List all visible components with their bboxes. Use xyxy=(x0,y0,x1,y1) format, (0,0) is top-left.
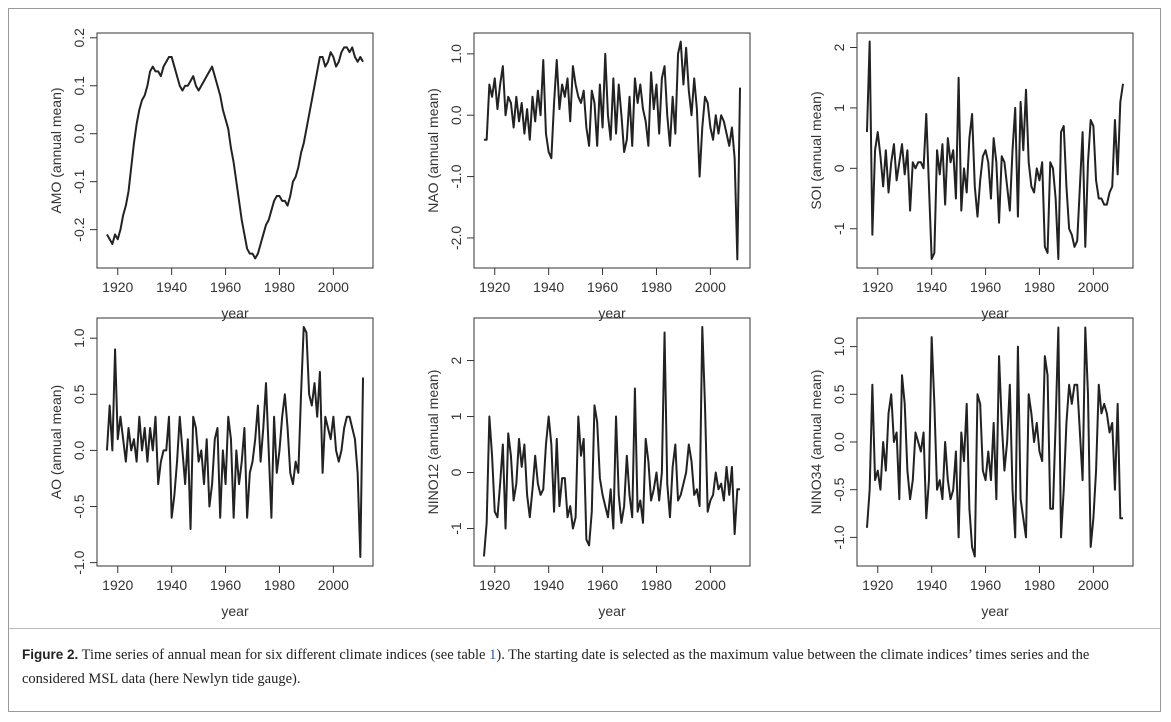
x-tick-label: 1940 xyxy=(533,279,564,295)
x-tick-label: 2000 xyxy=(318,279,349,295)
y-tick-label: 0.2 xyxy=(71,28,87,48)
x-tick-label: 1940 xyxy=(156,577,187,593)
y-tick-label: -1.0 xyxy=(71,550,87,574)
y-tick-label: -1.0 xyxy=(831,525,847,549)
x-tick-label: 1940 xyxy=(916,577,947,593)
plot-frame xyxy=(473,32,751,269)
y-tick-label: -1 xyxy=(831,222,847,235)
y-tick-label: 2 xyxy=(831,43,847,51)
x-tick-label: 1980 xyxy=(264,279,295,295)
y-tick-label: 1 xyxy=(448,412,464,420)
x-tick-label: 1940 xyxy=(156,279,187,295)
x-tick-label: 1920 xyxy=(102,279,133,295)
data-line xyxy=(105,325,365,559)
x-axis-label: year xyxy=(598,305,626,321)
y-tick-label: -0.5 xyxy=(71,494,87,518)
y-tick-label: 1.0 xyxy=(71,328,87,348)
data-line xyxy=(865,326,1124,558)
y-axis-label: SOI (annual mean) xyxy=(808,91,824,209)
y-tick-label: 0.0 xyxy=(831,432,847,452)
y-tick-label: 0.0 xyxy=(71,124,87,144)
y-tick-label: 2 xyxy=(448,356,464,364)
y-tick-label: -0.5 xyxy=(831,477,847,501)
data-line xyxy=(483,40,742,261)
caption: Figure 2. Time series of annual mean for… xyxy=(22,643,1147,691)
x-tick-label: 1920 xyxy=(479,279,510,295)
x-tick-label: 1960 xyxy=(970,279,1001,295)
x-tick-label: 2000 xyxy=(695,279,726,295)
x-tick-label: 2000 xyxy=(695,577,726,593)
x-tick-label: 1920 xyxy=(479,577,510,593)
y-tick-label: -1 xyxy=(448,522,464,535)
x-tick-label: 1980 xyxy=(641,577,672,593)
x-tick-label: 1920 xyxy=(862,577,893,593)
separator xyxy=(9,628,1160,629)
x-tick-label: 1960 xyxy=(210,279,241,295)
x-axis-label: year xyxy=(981,603,1009,619)
x-tick-label: 1920 xyxy=(862,279,893,295)
x-tick-label: 1980 xyxy=(264,577,295,593)
figure-panels: 1920 1940 1960 1980 2000 -0.2 -0.1 0.0 0.1 0.2 yea… xyxy=(48,28,1134,619)
y-tick-label: 0.0 xyxy=(71,440,87,460)
x-tick-label: 1980 xyxy=(641,279,672,295)
y-tick-label: 0.0 xyxy=(448,105,464,125)
plot-frame xyxy=(96,32,374,269)
x-tick-label: 1980 xyxy=(1024,279,1055,295)
x-tick-label: 1940 xyxy=(533,577,564,593)
x-tick-label: 2000 xyxy=(1078,279,1109,295)
x-tick-label: 2000 xyxy=(1078,577,1109,593)
caption-text: ). The starting date is selected as the … xyxy=(22,647,1090,687)
y-tick-label: -1.0 xyxy=(448,164,464,188)
x-tick-label: 1940 xyxy=(916,279,947,295)
x-tick-label: 2000 xyxy=(318,577,349,593)
y-tick-label: 0.5 xyxy=(71,384,87,404)
data-line xyxy=(865,40,1125,260)
x-tick-label: 1960 xyxy=(587,279,618,295)
data-line xyxy=(106,46,364,260)
x-tick-label: 1980 xyxy=(1024,577,1055,593)
x-axis-label: year xyxy=(221,603,249,619)
data-line xyxy=(482,325,741,557)
caption-text: Time series of annual mean for six diffe… xyxy=(78,647,490,663)
y-tick-label: 1 xyxy=(831,104,847,112)
table-link[interactable]: 1 xyxy=(489,647,497,663)
x-tick-label: 1960 xyxy=(587,577,618,593)
figure-frame xyxy=(8,8,1161,712)
x-tick-label: 1960 xyxy=(210,577,241,593)
y-tick-label: 0.1 xyxy=(71,76,87,96)
y-tick-label: 0 xyxy=(831,164,847,172)
x-axis-label: year xyxy=(598,603,626,619)
y-tick-label: -0.2 xyxy=(71,217,87,241)
caption-label: Figure 2. xyxy=(22,647,79,662)
y-axis-label: NINO12 (annual mean) xyxy=(425,370,441,515)
plot-frame xyxy=(473,317,751,567)
x-axis-label: year xyxy=(981,305,1009,321)
y-axis-label: NAO (annual mean) xyxy=(425,88,441,213)
plot-frame xyxy=(96,317,374,567)
y-tick-label: 0.5 xyxy=(831,384,847,404)
x-axis-label: year xyxy=(221,305,249,321)
y-tick-label: 0 xyxy=(448,468,464,476)
y-tick-label: 1.0 xyxy=(831,337,847,357)
x-tick-label: 1920 xyxy=(102,577,133,593)
y-axis-label: AMO (annual mean) xyxy=(48,87,64,213)
y-tick-label: 1.0 xyxy=(448,44,464,64)
y-axis-label: NINO34 (annual mean) xyxy=(808,370,824,515)
x-tick-label: 1960 xyxy=(970,577,1001,593)
y-tick-label: -0.1 xyxy=(71,169,87,193)
y-axis-label: AO (annual mean) xyxy=(48,385,64,499)
plot-frame xyxy=(856,32,1134,269)
y-tick-label: -2.0 xyxy=(448,226,464,250)
